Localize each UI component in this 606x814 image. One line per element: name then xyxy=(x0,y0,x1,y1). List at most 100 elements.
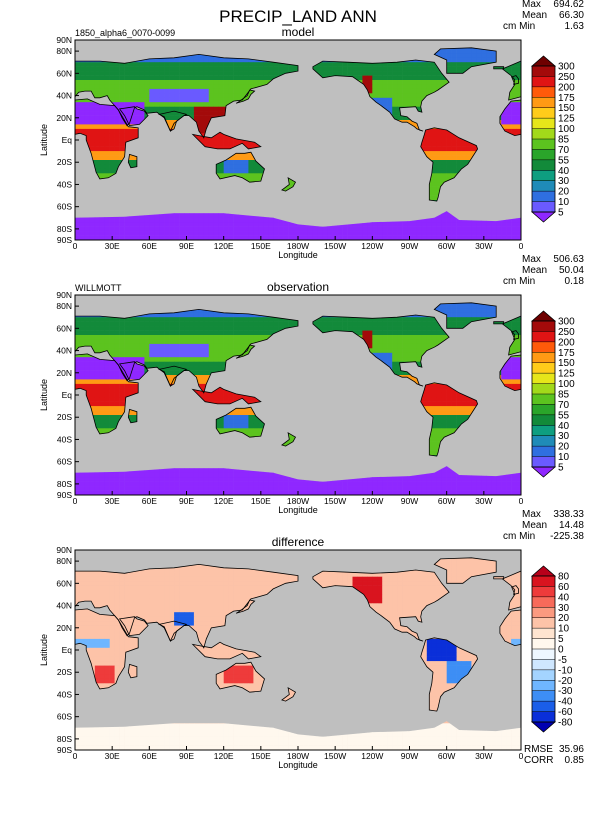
field-cell xyxy=(213,317,220,322)
field-cell xyxy=(352,71,358,76)
colorbar-label: 200 xyxy=(558,82,575,93)
field-cell xyxy=(471,62,477,67)
field-cell xyxy=(273,231,279,236)
field-cell xyxy=(213,312,220,318)
field-cell xyxy=(75,124,81,130)
field-cell xyxy=(441,48,447,54)
field-cell xyxy=(362,317,368,322)
field-cell xyxy=(357,66,363,72)
field-cell xyxy=(317,62,324,67)
y-tick-label: 80N xyxy=(56,46,72,56)
field-cell xyxy=(243,312,249,318)
field-cell xyxy=(407,231,413,236)
field-cell xyxy=(491,308,497,314)
field-cell xyxy=(238,226,244,232)
field-cell xyxy=(268,75,274,81)
field-cell xyxy=(80,97,86,103)
field-cell xyxy=(89,222,96,227)
field-cell xyxy=(129,80,135,85)
colorbar-bin xyxy=(532,76,555,88)
field-cell xyxy=(506,66,512,72)
field-cell xyxy=(397,97,403,103)
stat-min-label: cm Min xyxy=(503,21,535,32)
field-cell xyxy=(179,330,185,336)
coastline-madagascar xyxy=(127,153,138,169)
field-cell xyxy=(213,88,220,94)
field-cell xyxy=(109,84,115,90)
field-cell xyxy=(238,160,244,165)
field-cell xyxy=(80,226,86,232)
field-cell xyxy=(268,231,274,236)
field-cell xyxy=(372,93,378,99)
field-cell xyxy=(208,231,215,236)
field-cell xyxy=(243,326,249,331)
field-cell xyxy=(327,66,333,72)
field-cell xyxy=(109,321,115,327)
field-cell xyxy=(89,235,96,240)
field-cell xyxy=(99,71,106,76)
field-cell xyxy=(159,57,165,63)
field-cell xyxy=(114,137,120,143)
field-cell xyxy=(80,66,86,72)
field-cell xyxy=(407,80,413,85)
field-cell xyxy=(218,80,224,85)
field-cell xyxy=(451,57,457,63)
field-cell xyxy=(357,317,363,322)
field-cell xyxy=(421,62,428,67)
field-cell xyxy=(203,115,210,121)
colorbar-top-triangle xyxy=(530,55,557,67)
field-cell xyxy=(456,146,462,152)
field-cell xyxy=(114,111,120,116)
field-cell xyxy=(461,160,467,165)
field-cell xyxy=(327,62,333,67)
field-cell xyxy=(412,226,418,232)
field-cell xyxy=(159,84,165,90)
field-cell xyxy=(516,84,521,90)
field-cell xyxy=(416,235,423,240)
field-cell xyxy=(203,75,210,81)
stat-max-label: Max xyxy=(522,0,541,10)
field-cell xyxy=(174,106,180,112)
field-cell xyxy=(307,235,314,240)
field-cell xyxy=(466,222,472,227)
field-cell xyxy=(412,235,418,240)
field-cell xyxy=(258,231,264,236)
field-cell xyxy=(119,75,125,81)
field-cell xyxy=(431,133,438,139)
field-cell xyxy=(412,66,418,72)
field-cell xyxy=(407,66,413,72)
field-cell xyxy=(466,151,472,156)
field-cell xyxy=(94,66,101,72)
field-cell xyxy=(233,66,239,72)
field-cell xyxy=(99,88,106,94)
field-cell xyxy=(174,84,180,90)
field-cell xyxy=(402,80,408,85)
field-cell xyxy=(402,62,408,67)
field-cell xyxy=(94,326,101,331)
field-cell xyxy=(352,62,358,67)
field-cell xyxy=(397,93,403,99)
field-cell xyxy=(392,222,398,227)
field-cell xyxy=(134,326,140,331)
field-cell xyxy=(352,222,358,227)
field-cell xyxy=(233,164,239,170)
field-cell xyxy=(189,80,195,85)
field-cell xyxy=(159,75,165,81)
field-cell xyxy=(461,53,467,59)
field-cell xyxy=(223,222,229,227)
field-cell xyxy=(104,146,110,152)
field-cell xyxy=(377,231,383,236)
field-cell xyxy=(198,326,205,331)
field-cell xyxy=(372,97,378,103)
field-cell xyxy=(228,173,234,179)
field-cell xyxy=(114,217,120,223)
field-cell xyxy=(213,330,220,336)
field-cell xyxy=(441,213,447,219)
field-cell xyxy=(109,326,115,331)
field-cell xyxy=(174,115,180,121)
field-cell xyxy=(119,222,125,227)
field-cell xyxy=(228,235,234,240)
field-cell xyxy=(486,308,492,314)
field-cell xyxy=(198,84,205,90)
field-cell xyxy=(169,75,175,81)
